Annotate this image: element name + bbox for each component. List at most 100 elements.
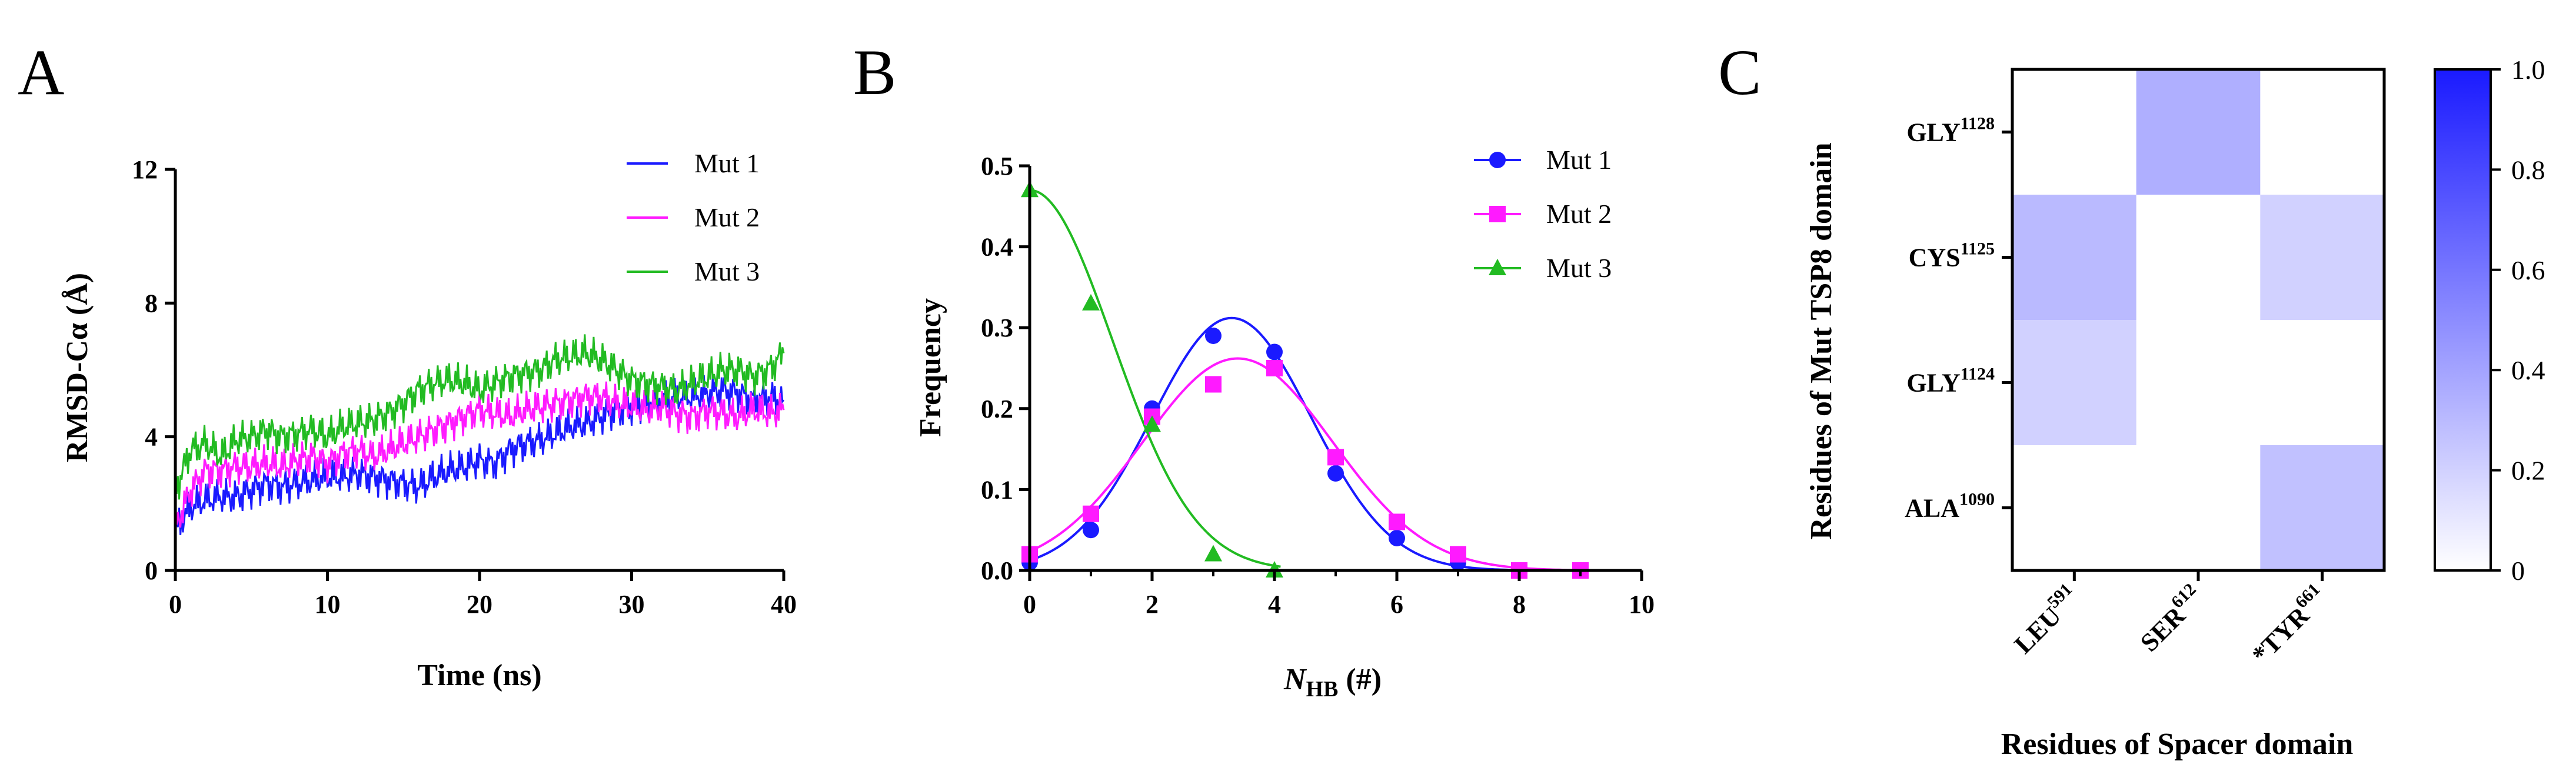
panel-b-point-s2 (1450, 546, 1466, 563)
panel-b-ylabel: Frequency (914, 298, 947, 437)
panel-b-point-s3 (1204, 545, 1222, 562)
panel-a-x-tick-label: 20 (467, 590, 492, 619)
heatmap-y-tick-sup: 1124 (1961, 365, 1995, 384)
panel-b-xlabel: NHB (#) (1283, 663, 1382, 702)
panel-b-fit-curve-3 (1029, 189, 1281, 568)
panel-c-x-tick-labels: LEU591 SER612 *TYR661 (2009, 570, 2334, 669)
heatmap-y-tick-sup: 1090 (1959, 490, 1995, 509)
panel-b-point-s1 (1389, 529, 1405, 546)
panel-b-legend-marker-2 (1489, 206, 1506, 222)
panel-a-line-chart: 0 10 20 30 40 0 4 8 12 Mut 1 Mut 2 Mut 3 Time (ns)… (61, 148, 797, 692)
panel-b-y-tick-label: 0.0 (981, 556, 1013, 585)
panel-b-point-s2 (1389, 513, 1405, 530)
panel-b-fit-curve-2 (1029, 357, 1587, 572)
heatmap-cell (2136, 445, 2261, 571)
heatmap-cell (2012, 320, 2137, 446)
heatmap-cell (2012, 445, 2137, 571)
panel-b-y-tick-label: 0.1 (981, 475, 1013, 504)
panel-b-point-s2 (1205, 376, 1222, 393)
panel-a-xlabel: Time (ns) (417, 659, 541, 692)
panel-letter-b: B (853, 36, 896, 108)
panel-c-cells (2012, 69, 2385, 571)
heatmap-x-tick-label: *TYR661 (2244, 579, 2334, 669)
panel-b-point-s1 (1327, 465, 1344, 482)
panel-a-y-tick-label: 4 (145, 423, 158, 452)
panel-a-series-lines (174, 334, 785, 535)
panel-b-legend-marker-1 (1489, 152, 1506, 168)
panel-b-legend-label-1: Mut 1 (1546, 145, 1612, 175)
panel-b-legend-marker-3 (1489, 259, 1506, 275)
heatmap-y-tick-label: GLY1124 (1906, 365, 1995, 398)
panel-b-legend: Mut 1 Mut 2 Mut 3 (1474, 145, 1612, 283)
heatmap-cell (2260, 445, 2385, 571)
heatmap-y-tick-name: GLY (1906, 118, 1960, 147)
heatmap-cell (2012, 195, 2137, 321)
panel-b-fit-curve-1 (1029, 316, 1587, 572)
panel-b-fit-curves (1029, 189, 1587, 572)
panel-a-legend-label-2: Mut 2 (694, 202, 760, 232)
panel-b-legend-label-3: Mut 3 (1546, 253, 1612, 283)
heatmap-y-tick-label: ALA1090 (1905, 490, 1995, 523)
heatmap-y-tick-label: CYS1125 (1909, 239, 1995, 272)
panel-b-y-tick-label: 0.4 (981, 233, 1013, 262)
panel-b-point-s2 (1266, 360, 1283, 376)
heatmap-cell (2012, 69, 2137, 195)
panel-a-legend-label-1: Mut 1 (694, 148, 760, 178)
panel-c-xlabel: Residues of Spacer domain (2001, 727, 2354, 761)
panel-b-legend-label-2: Mut 2 (1546, 199, 1612, 229)
panel-b-point-s2 (1083, 505, 1099, 522)
panel-b-xlabel-main: N (1283, 663, 1307, 696)
panel-a-x-tick-label: 30 (619, 590, 645, 619)
panel-letter-a: A (18, 36, 64, 108)
panel-a-legend: Mut 1 Mut 2 Mut 3 (627, 148, 760, 286)
colorbar-tick-label: 0.4 (2511, 355, 2545, 385)
colorbar (2434, 68, 2492, 572)
heatmap-y-tick-name: CYS (1909, 243, 1961, 272)
heatmap-y-tick-sup: 1128 (1961, 114, 1995, 133)
panel-a-y-tick-label: 12 (132, 155, 158, 184)
panel-a-y-tick-label: 0 (145, 556, 158, 585)
panel-letter-c: C (1718, 36, 1761, 108)
panel-b-y-tick-label: 0.2 (981, 395, 1013, 423)
heatmap-y-tick-name: ALA (1905, 494, 1959, 523)
heatmap-cell (2136, 320, 2261, 446)
panel-a-y-tick-label: 8 (145, 289, 158, 318)
panel-a-axes: 0 10 20 30 40 0 4 8 12 (132, 155, 797, 619)
panel-b-points (1021, 181, 1589, 579)
panel-b-xlabel-tail: (#) (1338, 663, 1382, 696)
panel-b-x-tick-label: 10 (1629, 590, 1655, 619)
panel-b-x-tick-label: 0 (1023, 590, 1036, 619)
panel-b-x-tick-label: 4 (1268, 590, 1281, 619)
panel-b-x-tick-label: 6 (1390, 590, 1403, 619)
panel-b-axes: 0 2 4 6 8 10 0.0 0.1 0.2 0.3 0.4 0.5 (981, 152, 1655, 619)
panel-b-point-s1 (1205, 327, 1222, 344)
heatmap-y-tick-name: GLY (1906, 369, 1960, 398)
heatmap-cell (2260, 195, 2385, 321)
panel-b-point-s3 (1143, 415, 1161, 432)
panel-b-point-s1 (1266, 343, 1283, 361)
colorbar-ticks: 0 0.2 0.4 0.6 0.8 1.0 (2491, 55, 2545, 586)
panel-b-y-tick-label: 0.3 (981, 313, 1013, 342)
panel-a-ylabel: RMSD-Cα (Å) (61, 273, 94, 462)
panel-b-x-tick-label: 2 (1146, 590, 1159, 619)
heatmap-x-tick-label: SER612 (2132, 579, 2209, 657)
panel-b-point-s2 (1327, 449, 1344, 466)
panel-a-legend-label-3: Mut 3 (694, 256, 760, 286)
heatmap-y-tick-sup: 1125 (1961, 239, 1995, 259)
panel-a-x-tick-label: 40 (771, 590, 797, 619)
colorbar-tick-label: 0 (2511, 556, 2525, 586)
heatmap-cell (2260, 69, 2385, 195)
heatmap-cell (2260, 320, 2385, 446)
panel-b-xlabel-sub: HB (1306, 677, 1339, 702)
panel-b-y-tick-label: 0.5 (981, 152, 1013, 181)
heatmap-y-tick-label: GLY1128 (1906, 114, 1995, 147)
panel-c-ylabel: Residues of Mut TSP8 domain (1805, 142, 1838, 539)
colorbar-tick-label: 0.6 (2511, 255, 2545, 285)
heatmap-cell (2136, 195, 2261, 321)
panel-b-x-tick-label: 8 (1513, 590, 1526, 619)
colorbar-tick-label: 0.2 (2511, 456, 2545, 486)
